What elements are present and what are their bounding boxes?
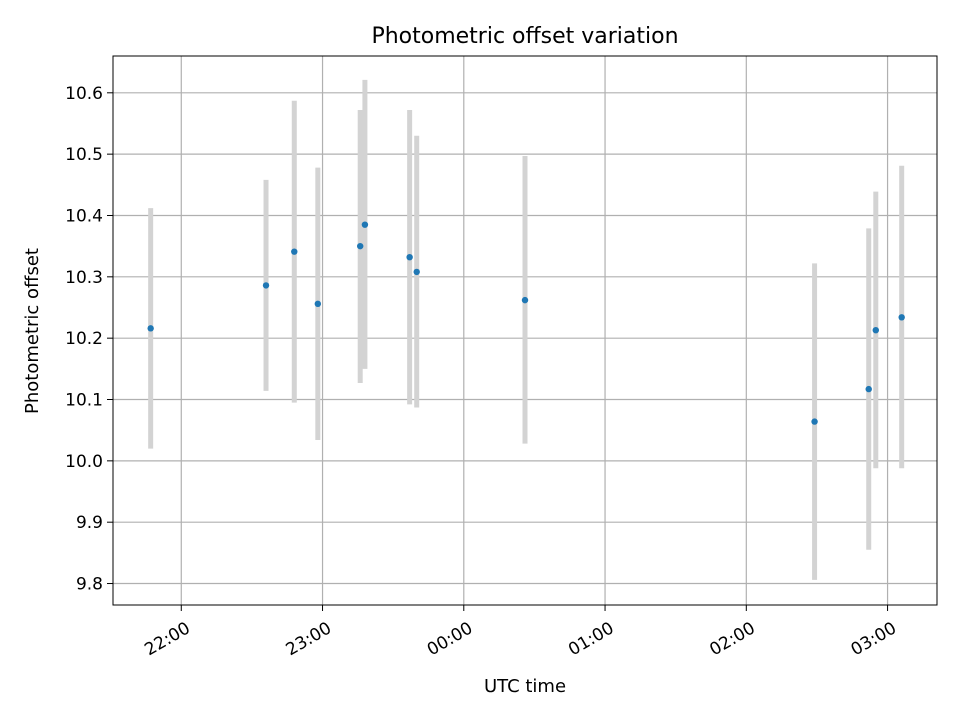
data-markers — [147, 221, 905, 425]
data-point — [314, 300, 322, 308]
data-point — [872, 326, 879, 334]
y-tick-label: 10.3 — [65, 268, 103, 288]
data-point — [413, 268, 420, 276]
plot-frame — [112, 55, 938, 606]
y-tick-label: 9.9 — [76, 513, 103, 533]
y-tick-label: 10.6 — [65, 84, 103, 104]
data-point — [361, 221, 369, 228]
y-tick-label: 10.1 — [65, 391, 103, 411]
data-point — [357, 242, 364, 250]
data-point — [147, 325, 154, 332]
data-point — [406, 253, 413, 261]
data-point — [262, 282, 270, 289]
y-axis: 9.8 9.9 10.0 10.1 10.2 10.3 10.4 10.5 10.6 — [65, 84, 113, 595]
y-tick-label: 9.8 — [76, 575, 103, 595]
chart-title: Photometric offset variation — [371, 24, 678, 49]
data-point — [521, 296, 529, 304]
y-tick-label: 10.5 — [65, 145, 103, 165]
x-axis-label: UTC time — [484, 676, 566, 697]
y-tick-label: 10.4 — [65, 206, 103, 226]
y-axis-label: Photometric offset — [22, 248, 43, 414]
y-tick-label: 10.2 — [65, 329, 103, 349]
y-tick-label: 10.0 — [65, 452, 103, 472]
data-point — [865, 385, 872, 393]
data-point — [811, 418, 818, 425]
data-point — [291, 248, 298, 255]
data-point — [898, 314, 905, 321]
